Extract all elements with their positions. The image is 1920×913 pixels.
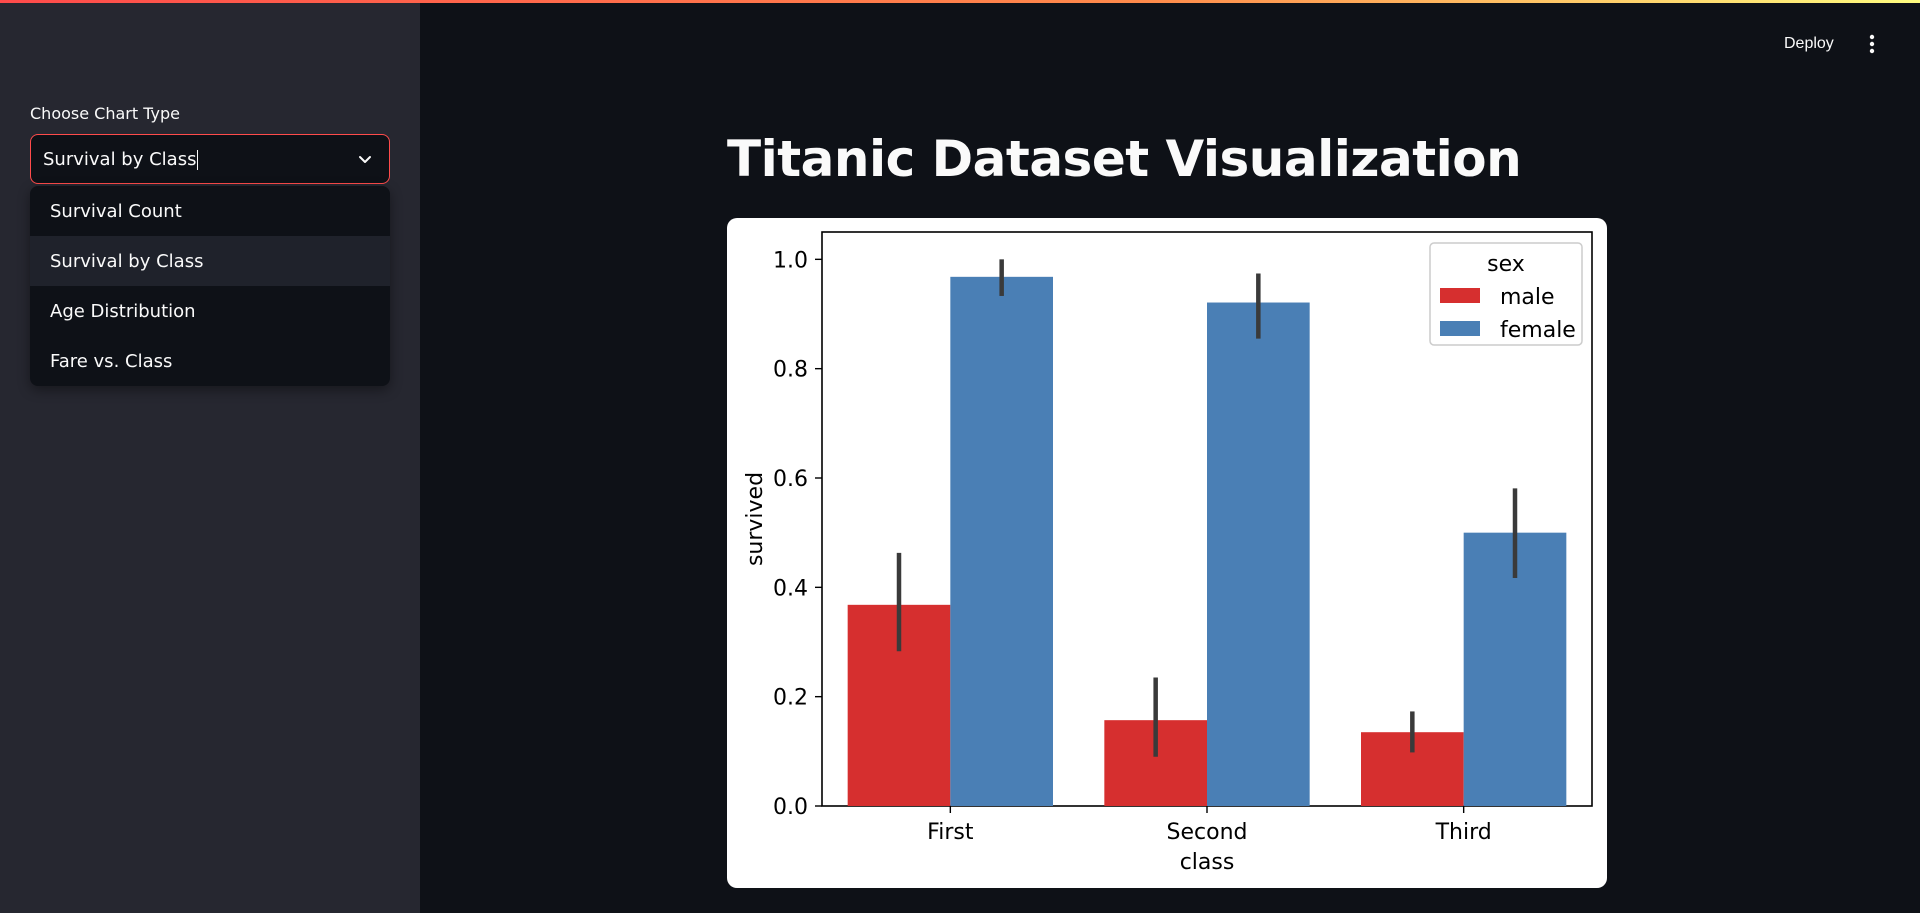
top-decoration-bar [0, 0, 1920, 3]
chart-type-select-value: Survival by Class [43, 148, 199, 170]
page-title: Titanic Dataset Visualization [727, 130, 1522, 188]
legend-label-female: female [1500, 318, 1576, 343]
sidebar: Choose Chart Type Survival by Class Surv… [0, 0, 420, 913]
bar-female-second [1207, 302, 1310, 806]
legend-box [1429, 242, 1583, 346]
x-tick-label: Third [1435, 820, 1492, 845]
option-survival-by-class[interactable]: Survival by Class [30, 236, 390, 286]
option-fare-vs-class[interactable]: Fare vs. Class [50, 350, 173, 372]
x-tick-label: First [927, 820, 974, 845]
legend-title: sex [1487, 252, 1525, 277]
y-tick-label: 1.0 [773, 248, 808, 273]
survival-by-class-chart: 0.0 0.2 0.4 0.6 0.8 1.0 First Second Third class s… [743, 231, 1593, 875]
option-survival-count[interactable]: Survival Count [50, 200, 182, 222]
legend-label-male: male [1500, 285, 1555, 310]
x-tick-label: Second [1167, 820, 1248, 845]
chevron-down-icon[interactable] [353, 147, 377, 171]
deploy-button[interactable]: Deploy [1770, 30, 1848, 58]
y-tick-label: 0.6 [773, 467, 808, 492]
bar-female-first [950, 276, 1053, 806]
more-vertical-icon[interactable] [1862, 30, 1882, 58]
y-tick-label: 0.2 [773, 686, 808, 711]
chart-type-label: Choose Chart Type [30, 104, 180, 123]
chart-type-select[interactable]: Survival by Class [30, 134, 390, 184]
y-axis-label: survived [743, 472, 768, 566]
y-tick-label: 0.8 [773, 358, 808, 383]
chart-type-dropdown: Survival Count Survival by Class Age Dis… [30, 186, 390, 386]
legend-swatch-male [1440, 288, 1480, 303]
option-age-distribution[interactable]: Age Distribution [50, 300, 196, 322]
y-tick-label: 0.0 [773, 795, 808, 820]
y-tick-label: 0.4 [773, 576, 808, 601]
bar-female-third [1463, 532, 1567, 806]
legend-swatch-female [1440, 321, 1480, 336]
chart-card: 0.0 0.2 0.4 0.6 0.8 1.0 First Second Third class s… [727, 218, 1607, 888]
x-axis-label: class [1180, 850, 1235, 875]
